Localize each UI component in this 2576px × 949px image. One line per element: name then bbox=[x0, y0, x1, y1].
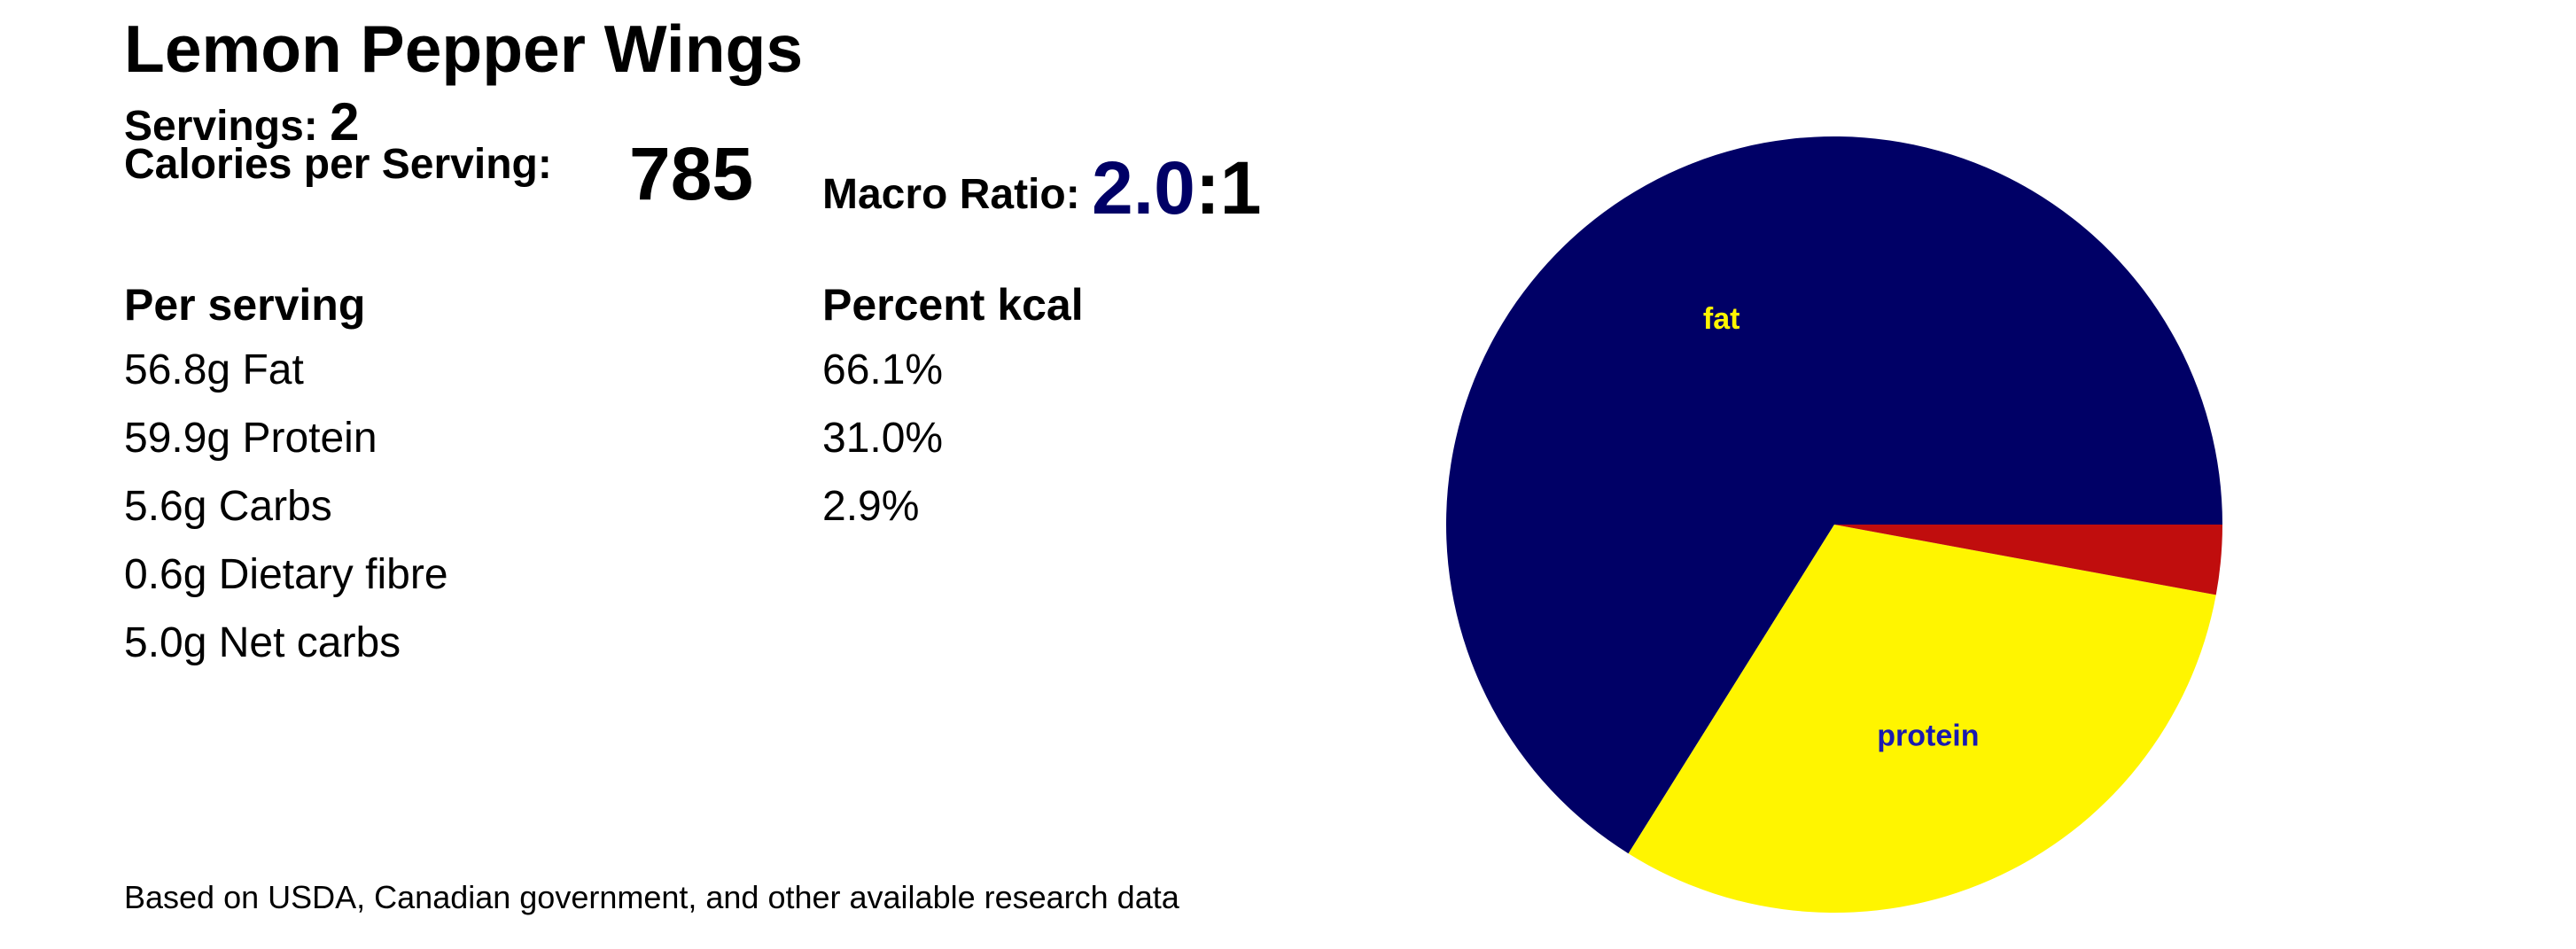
per-serving-row-carbs: 5.6g Carbs bbox=[124, 483, 332, 530]
pie-label-fat: fat bbox=[1703, 302, 1740, 336]
percent-row-fat: 66.1% bbox=[822, 346, 944, 393]
recipe-title: Lemon Pepper Wings bbox=[124, 12, 804, 86]
servings: Servings: 2 bbox=[124, 91, 359, 152]
pie-slice-fat bbox=[1446, 136, 2222, 854]
macro-ratio-value: 2.0 bbox=[1092, 146, 1195, 229]
macro-pie-chart: fat protein bbox=[1446, 136, 2222, 913]
per-serving-header: Per serving bbox=[124, 280, 366, 330]
percent-row-carbs: 2.9% bbox=[822, 483, 920, 530]
calories-label: Calories per Serving: bbox=[124, 141, 552, 188]
percent-row-protein: 31.0% bbox=[822, 415, 944, 462]
macro-ratio-suffix: :1 bbox=[1195, 146, 1262, 229]
per-serving-row-net-carbs: 5.0g Net carbs bbox=[124, 619, 401, 666]
servings-label: Servings: bbox=[124, 103, 318, 150]
percent-kcal-header: Percent kcal bbox=[822, 280, 1084, 330]
per-serving-row-protein: 59.9g Protein bbox=[124, 415, 377, 462]
pie-label-protein: protein bbox=[1877, 720, 1979, 753]
calories-value: 785 bbox=[629, 132, 754, 215]
pie-slice-carbs bbox=[1834, 525, 2222, 595]
per-serving-row-fibre: 0.6g Dietary fibre bbox=[124, 551, 448, 598]
macro-ratio: Macro Ratio: 2.0:1 bbox=[822, 140, 1262, 229]
servings-value: 2 bbox=[330, 92, 360, 152]
pie-slice-protein bbox=[1628, 525, 2216, 913]
per-serving-row-fat: 56.8g Fat bbox=[124, 346, 304, 393]
calories-per-serving: Calories per Serving: 785 bbox=[124, 132, 753, 215]
footer-note: Based on USDA, Canadian government, and … bbox=[124, 879, 1179, 915]
macro-ratio-label: Macro Ratio: bbox=[822, 171, 1080, 218]
